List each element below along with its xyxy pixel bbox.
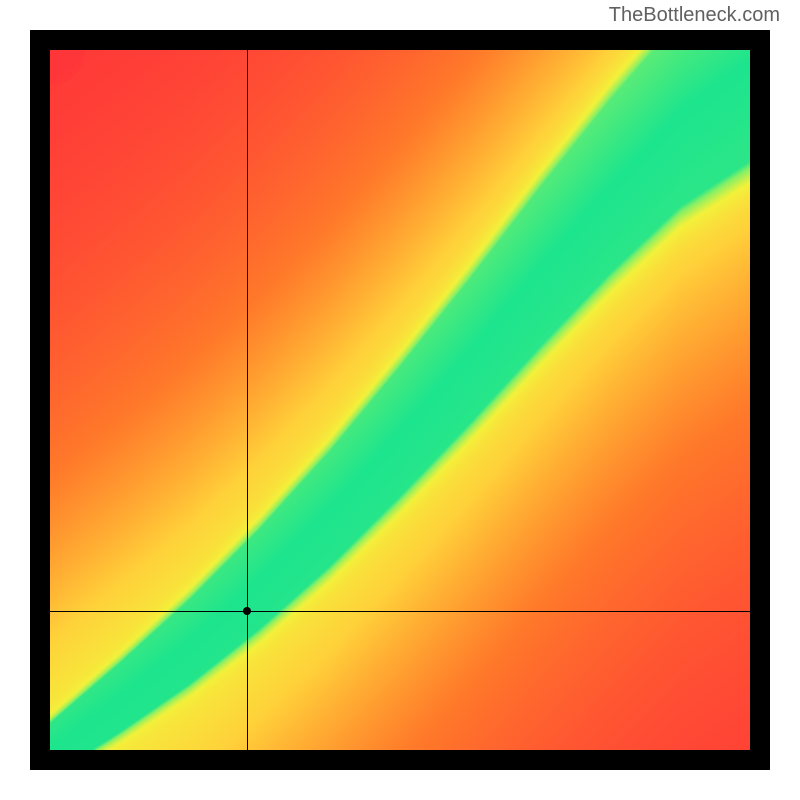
chart-frame [30, 30, 770, 770]
watermark-text: TheBottleneck.com [609, 4, 780, 27]
heatmap-canvas [50, 50, 750, 750]
chart-container: TheBottleneck.com [0, 0, 800, 800]
crosshair-horizontal [50, 611, 750, 612]
marker-dot [243, 607, 251, 615]
crosshair-vertical [247, 50, 248, 750]
